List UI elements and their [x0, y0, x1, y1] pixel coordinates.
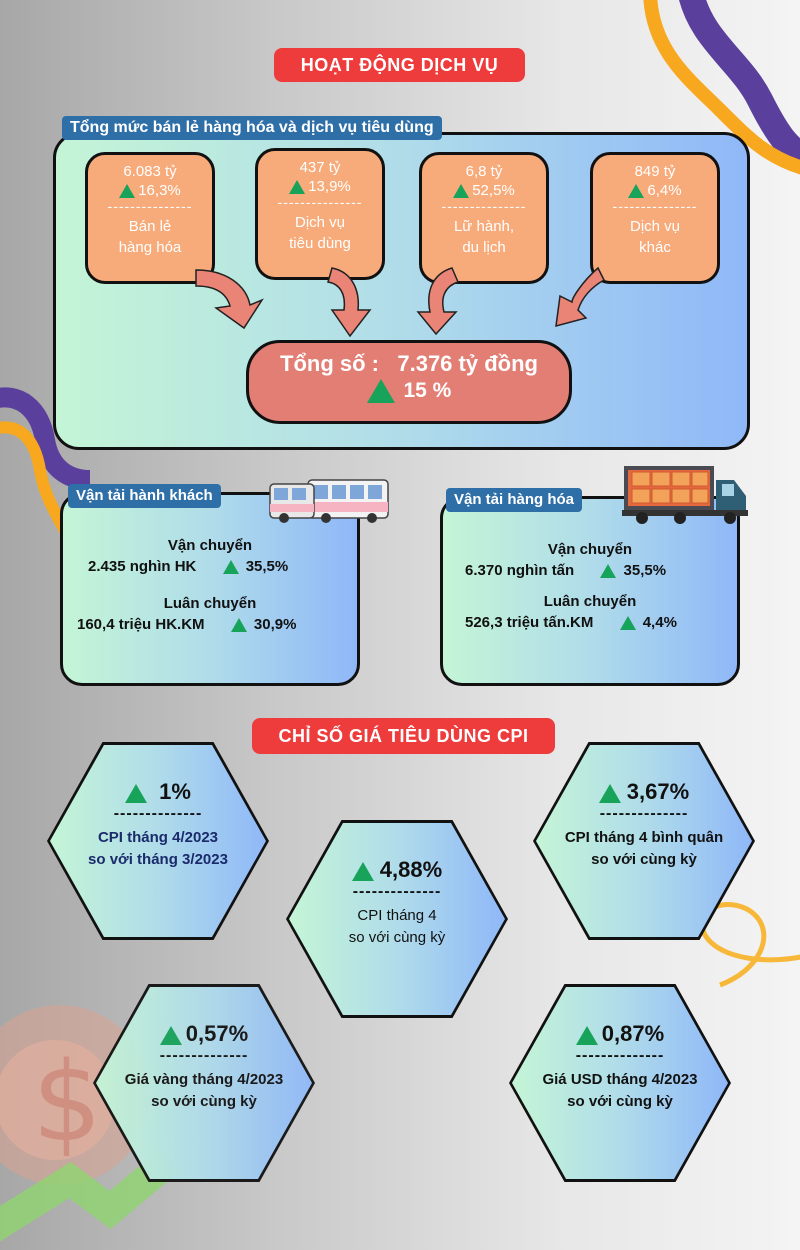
cargo-v1: 6.370 nghìn tấn — [465, 562, 575, 579]
up-arrow-icon — [453, 184, 470, 199]
cpi-hex-usd: 0,87% -------------- Giá USD tháng 4/202… — [509, 984, 731, 1182]
card-label: Dịch vụ — [294, 214, 346, 231]
hex-label: so với cùng kỳ — [151, 1093, 257, 1110]
card-label: tiêu dùng — [289, 235, 351, 252]
card-pct: 52,5% — [472, 182, 515, 199]
retail-card-goods: 6.083 tỷ 16,3% --------------- Bán lẻ hà… — [85, 152, 215, 284]
card-value: 6.083 tỷ — [123, 163, 177, 180]
cargo-p1: 35,5% — [623, 562, 667, 579]
truck-icon — [622, 466, 748, 524]
divider: --------------- — [612, 198, 698, 214]
passenger-v1: 2.435 nghìn HK — [88, 558, 197, 575]
passenger-tag: Vận tải hành khách — [68, 484, 221, 508]
cargo-tag: Vận tải hàng hóa — [446, 488, 583, 512]
up-arrow-icon — [600, 564, 617, 579]
divider: -------------- — [575, 1047, 665, 1064]
services-title: HOẠT ĐỘNG DỊCH VỤ — [274, 48, 525, 82]
retail-tag: Tổng mức bán lẻ hàng hóa và dịch vụ tiêu… — [62, 116, 442, 140]
card-label: Lữ hành, — [453, 218, 515, 235]
up-arrow-icon — [575, 1025, 598, 1045]
total-label: Tổng số : — [280, 351, 380, 376]
up-arrow-icon — [222, 560, 239, 575]
card-label: Dịch vụ — [629, 218, 681, 235]
hex-label: CPI tháng 4 — [357, 907, 437, 924]
hex-label: Giá vàng tháng 4/2023 — [124, 1071, 284, 1088]
cargo-transport-card: Vận chuyển 6.370 nghìn tấn 35,5% Luân ch… — [440, 496, 740, 686]
divider: -------------- — [599, 805, 689, 822]
passenger-h1: Vận chuyển — [167, 537, 253, 554]
hex-value: 1% — [159, 779, 191, 804]
hex-value: 4,88% — [379, 857, 443, 882]
cargo-h1: Vận chuyển — [547, 541, 633, 558]
hex-label: so với cùng kỳ — [567, 1093, 673, 1110]
divider: --------------- — [107, 198, 193, 214]
svg-text:$: $ — [32, 1038, 102, 1166]
cargo-p2: 4,4% — [642, 614, 677, 631]
hex-label: CPI tháng 4/2023 — [97, 829, 219, 846]
retail-total: Tổng số : 7.376 tỷ đồng 15 % — [246, 340, 572, 424]
cargo-h2: Luân chuyển — [543, 593, 637, 610]
divider: --------------- — [441, 198, 527, 214]
passenger-p2: 30,9% — [253, 616, 297, 633]
up-arrow-icon — [351, 861, 374, 881]
hex-label: so với tháng 3/2023 — [88, 851, 228, 868]
up-arrow-icon — [289, 180, 306, 195]
cpi-hex-month: 1% -------------- CPI tháng 4/2023 so vớ… — [47, 742, 269, 940]
card-pct: 6,4% — [647, 182, 682, 199]
divider: -------------- — [159, 1047, 249, 1064]
cpi-hex-yoy: 4,88% -------------- CPI tháng 4 so với … — [286, 820, 508, 1018]
divider: --------------- — [277, 194, 363, 210]
card-pct: 16,3% — [138, 182, 181, 199]
divider: -------------- — [352, 883, 442, 900]
up-arrow-icon — [125, 783, 148, 803]
card-label: Bán lẻ — [128, 218, 172, 235]
cpi-hex-gold: 0,57% -------------- Giá vàng tháng 4/20… — [93, 984, 315, 1182]
bus-icon — [269, 479, 389, 523]
divider: -------------- — [113, 805, 203, 822]
cpi-title: CHỈ SỐ GIÁ TIÊU DÙNG CPI — [252, 718, 555, 754]
passenger-v2: 160,4 triệu HK.KM — [77, 616, 205, 633]
up-arrow-icon — [159, 1025, 182, 1045]
retail-card-consumer-services: 437 tỷ 13,9% --------------- Dịch vụ tiê… — [255, 148, 385, 280]
up-arrow-icon — [366, 379, 395, 404]
hex-label: CPI tháng 4 bình quân — [564, 829, 724, 846]
up-arrow-icon — [230, 618, 247, 633]
card-value: 437 tỷ — [299, 159, 341, 176]
passenger-transport-card: Vận chuyển 2.435 nghìn HK 35,5% Luân chu… — [60, 492, 360, 686]
cpi-hex-average: 3,67% -------------- CPI tháng 4 bình qu… — [533, 742, 755, 940]
up-arrow-icon — [628, 184, 645, 199]
hex-label: so với cùng kỳ — [348, 929, 446, 946]
up-arrow-icon — [598, 783, 621, 803]
cargo-v2: 526,3 triệu tấn.KM — [465, 614, 594, 631]
card-value: 849 tỷ — [634, 163, 676, 180]
card-pct: 13,9% — [308, 178, 351, 195]
total-value: 7.376 tỷ đồng — [397, 351, 538, 376]
hex-value: 0,57% — [185, 1021, 249, 1046]
passenger-h2: Luân chuyển — [163, 595, 257, 612]
up-arrow-icon — [119, 184, 136, 199]
retail-card-tourism: 6,8 tỷ 52,5% --------------- Lữ hành, du… — [419, 152, 549, 284]
loop-orange-decoration — [699, 902, 800, 988]
card-label: du lịch — [462, 239, 506, 256]
passenger-p1: 35,5% — [245, 558, 289, 575]
total-pct: 15 % — [403, 379, 452, 402]
hex-label: Giá USD tháng 4/2023 — [542, 1071, 698, 1088]
hex-value: 0,87% — [601, 1021, 665, 1046]
retail-card-other-services: 849 tỷ 6,4% --------------- Dịch vụ khác — [590, 152, 720, 284]
card-label: hàng hóa — [118, 239, 182, 256]
card-value: 6,8 tỷ — [465, 163, 503, 180]
hex-label: so với cùng kỳ — [591, 851, 697, 868]
up-arrow-icon — [619, 616, 636, 631]
hex-value: 3,67% — [626, 779, 690, 804]
card-label: khác — [639, 239, 671, 256]
